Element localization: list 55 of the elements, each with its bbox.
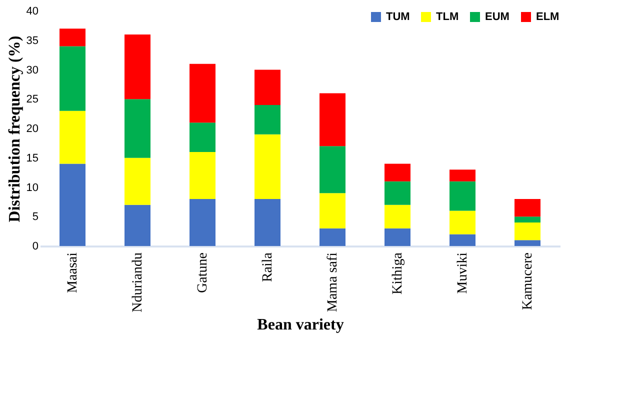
bar xyxy=(124,158,150,205)
x-tick-label: Kithiga xyxy=(390,252,406,294)
bar xyxy=(60,46,86,111)
bar xyxy=(60,28,86,46)
y-tick-label: 35 xyxy=(26,34,38,47)
bar xyxy=(254,199,280,246)
legend-label: EUM xyxy=(485,11,510,23)
bar xyxy=(320,193,346,228)
x-axis-title: Bean variety xyxy=(257,316,344,334)
bar xyxy=(60,164,86,246)
y-tick-label: 20 xyxy=(26,123,38,135)
x-tick-label: Maasai xyxy=(66,252,80,293)
y-tick-label: 25 xyxy=(26,94,38,106)
bar xyxy=(124,204,150,246)
legend-label: ELM xyxy=(536,11,560,23)
y-tick-label: 30 xyxy=(26,64,38,76)
bar xyxy=(384,181,410,205)
bar xyxy=(254,105,280,134)
bar xyxy=(190,152,216,199)
bar xyxy=(124,99,150,158)
bar xyxy=(190,64,216,123)
bar xyxy=(514,222,540,240)
bar xyxy=(514,240,540,246)
x-tick-label: Muviki xyxy=(456,252,470,294)
x-tick-label: Raila xyxy=(260,252,276,282)
y-tick-label: 15 xyxy=(26,152,38,164)
bar xyxy=(384,228,410,246)
bar xyxy=(384,164,410,182)
y-tick-label: 40 xyxy=(26,6,38,18)
x-tick-label: Kamucere xyxy=(520,252,536,310)
bar xyxy=(124,34,150,100)
x-tick-label: Gatune xyxy=(196,252,210,293)
bar xyxy=(450,181,476,211)
bar xyxy=(450,170,476,182)
x-tick-label: Nduriandu xyxy=(130,252,146,312)
y-tick-label: 5 xyxy=(32,211,38,224)
bar xyxy=(60,110,86,164)
bar xyxy=(450,234,476,246)
y-axis-title: Distribution frequency (%) xyxy=(6,36,24,222)
legend-label: TUM xyxy=(386,11,410,23)
bar xyxy=(320,228,346,246)
bar xyxy=(190,199,216,246)
y-tick-label: 10 xyxy=(26,182,38,194)
bar xyxy=(384,204,410,228)
bar xyxy=(320,93,346,146)
bar xyxy=(190,122,216,152)
bar xyxy=(320,146,346,194)
bar xyxy=(514,216,540,222)
bar xyxy=(514,199,540,217)
bar xyxy=(254,134,280,199)
x-tick-label: Mama safi xyxy=(326,252,340,312)
bar xyxy=(450,210,476,234)
legend-label: TLM xyxy=(436,11,459,23)
y-tick-label: 0 xyxy=(32,240,38,252)
bar xyxy=(254,70,280,105)
